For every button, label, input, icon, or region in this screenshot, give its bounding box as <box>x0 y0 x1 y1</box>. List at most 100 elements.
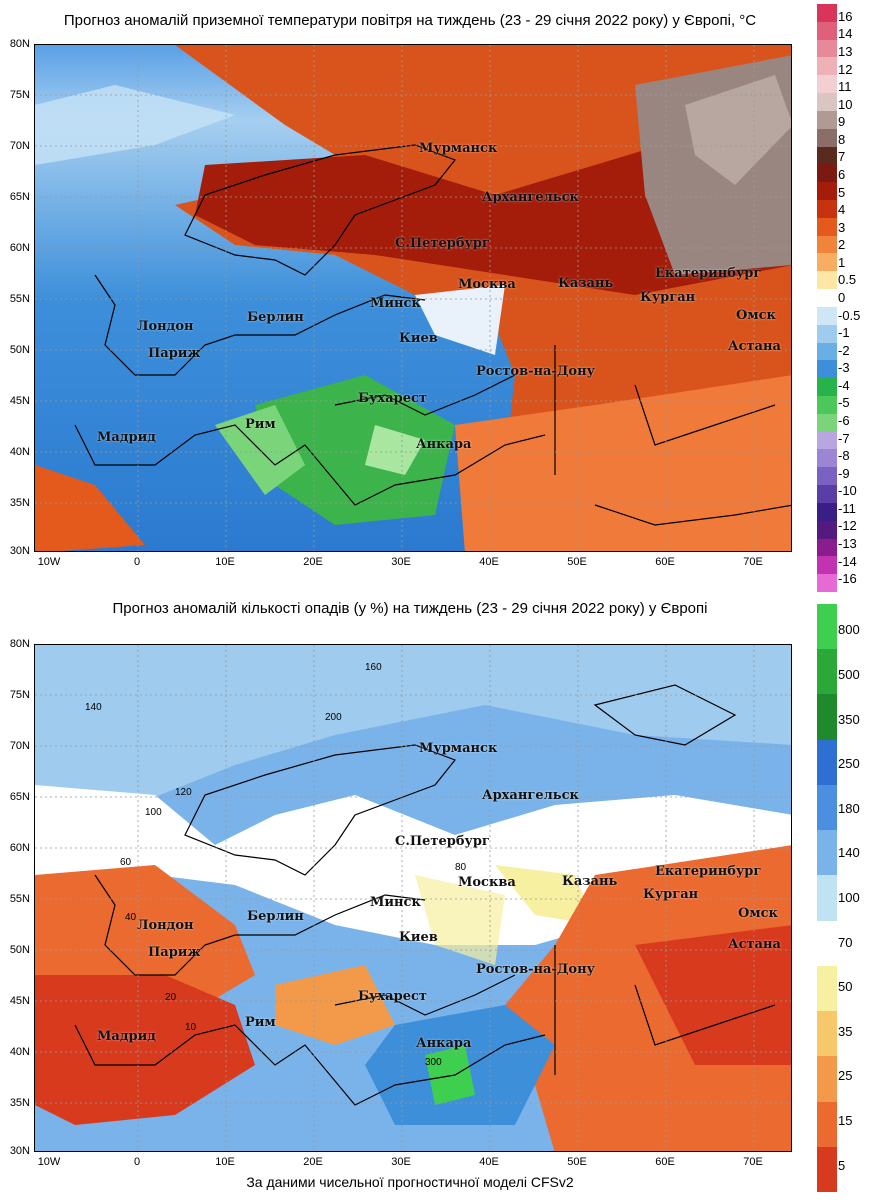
x-tick: 70E <box>743 1156 763 1168</box>
colorbar-label: -1 <box>838 325 850 341</box>
colorbar-segment <box>817 1146 837 1193</box>
colorbar-segment <box>817 413 837 433</box>
x-tick: 10W <box>37 1156 61 1168</box>
city-label: Берлин <box>247 909 304 924</box>
colorbar-label: 7 <box>838 149 846 165</box>
y-tick: 60N <box>9 842 30 854</box>
colorbar-segment <box>817 739 837 786</box>
contour-label: 20 <box>165 992 177 1003</box>
city-label: Екатеринбург <box>655 864 762 879</box>
colorbar-label: 1 <box>838 254 846 270</box>
colorbar-label: -12 <box>838 518 857 534</box>
contour-label: 140 <box>85 702 102 713</box>
colorbar-label: 70 <box>838 934 853 950</box>
city-label: Лондон <box>137 319 194 334</box>
colorbar-label: 140 <box>838 845 860 861</box>
colorbar-label: 350 <box>838 711 860 727</box>
city-label: Архангельск <box>482 788 579 803</box>
x-tick: 0 <box>133 556 141 568</box>
y-tick: 50N <box>9 944 30 956</box>
colorbar-segment <box>817 4 837 23</box>
colorbar-segment <box>817 574 837 593</box>
x-tick: 10E <box>215 1156 235 1168</box>
colorbar-label: -6 <box>838 413 850 429</box>
x-tick: 50E <box>567 556 587 568</box>
colorbar-label: 5 <box>838 184 846 200</box>
colorbar-segment <box>817 342 837 361</box>
colorbar-segment <box>817 1056 837 1103</box>
colorbar-segment <box>817 502 837 522</box>
colorbar-segment <box>817 485 837 504</box>
x-tick: 70E <box>743 556 763 568</box>
city-label: Париж <box>148 346 201 361</box>
y-tick: 35N <box>9 1097 30 1109</box>
contour-label: 80 <box>455 862 467 873</box>
colorbar-segment <box>817 604 837 650</box>
temperature-anomaly-map <box>34 44 792 552</box>
colorbar-segment <box>817 920 837 967</box>
city-label: Ростов-на-Дону <box>476 962 595 977</box>
colorbar-segment <box>817 235 837 254</box>
y-tick: 45N <box>9 995 30 1007</box>
colorbar-segment <box>817 306 837 326</box>
city-label: Астана <box>728 339 781 354</box>
x-tick: 30E <box>391 1156 411 1168</box>
colorbar-label: 6 <box>838 166 846 182</box>
temperature-map-title: Прогноз аномалій приземної температури п… <box>63 12 757 29</box>
city-label: С.Петербург <box>395 834 490 849</box>
colorbar-label: 250 <box>838 756 860 772</box>
city-label: Анкара <box>416 1036 472 1051</box>
city-label: Казань <box>558 276 614 291</box>
colorbar-segment <box>817 784 837 831</box>
city-label: Бухарест <box>358 391 427 406</box>
city-label: Киев <box>399 930 438 945</box>
colorbar-label: 14 <box>838 26 853 42</box>
colorbar-segment <box>817 396 837 415</box>
contour-label: 120 <box>175 787 192 798</box>
colorbar-label: 180 <box>838 800 860 816</box>
colorbar-label: -11 <box>838 500 856 516</box>
city-label: Мадрид <box>97 1029 156 1044</box>
y-tick: 35N <box>9 497 30 509</box>
colorbar-label: 0 <box>838 290 846 305</box>
colorbar-segment <box>817 830 837 876</box>
colorbar-label: 5 <box>838 1157 846 1173</box>
colorbar-segment <box>817 200 837 219</box>
city-label: Лондон <box>137 918 194 933</box>
colorbar-label: 15 <box>838 1113 853 1129</box>
city-label: Москва <box>458 277 516 292</box>
x-tick: 10E <box>215 556 235 568</box>
city-label: Москва <box>458 875 516 890</box>
contour-label: 300 <box>425 1057 442 1068</box>
colorbar-segment <box>817 694 837 741</box>
colorbar-segment <box>817 75 837 94</box>
colorbar-segment <box>817 649 837 695</box>
contour-label: 10 <box>185 1022 197 1033</box>
colorbar-segment <box>817 1011 837 1057</box>
colorbar-label: 800 <box>838 622 860 638</box>
colorbar-label: 25 <box>838 1068 853 1084</box>
colorbar-segment <box>817 538 837 557</box>
city-label: Мадрид <box>97 430 156 445</box>
x-tick: 60E <box>655 1156 675 1168</box>
colorbar-label: 500 <box>838 666 860 682</box>
colorbar-label: 0.5 <box>838 272 857 288</box>
y-tick: 70N <box>9 140 30 152</box>
colorbar-segment <box>817 164 837 183</box>
colorbar-segment <box>817 431 837 450</box>
colorbar-label: -4 <box>838 377 850 393</box>
city-label: Рим <box>245 1015 276 1030</box>
x-tick: 60E <box>655 556 675 568</box>
y-tick: 40N <box>9 1046 30 1058</box>
colorbar-label: 4 <box>838 202 846 218</box>
source-caption: За даними чисельної прогностичної моделі… <box>246 1174 574 1190</box>
colorbar-label: -16 <box>838 571 857 587</box>
colorbar-segment <box>817 253 837 272</box>
colorbar-segment <box>817 39 837 58</box>
precipitation-anomaly-map: 160 140 120 100 200 80 60 40 20 10 300 <box>34 644 792 1152</box>
colorbar-label: 3 <box>838 219 846 235</box>
colorbar-segment <box>817 217 837 237</box>
city-label: Курган <box>643 887 699 902</box>
y-tick: 30N <box>9 545 30 557</box>
y-tick: 40N <box>9 446 30 458</box>
